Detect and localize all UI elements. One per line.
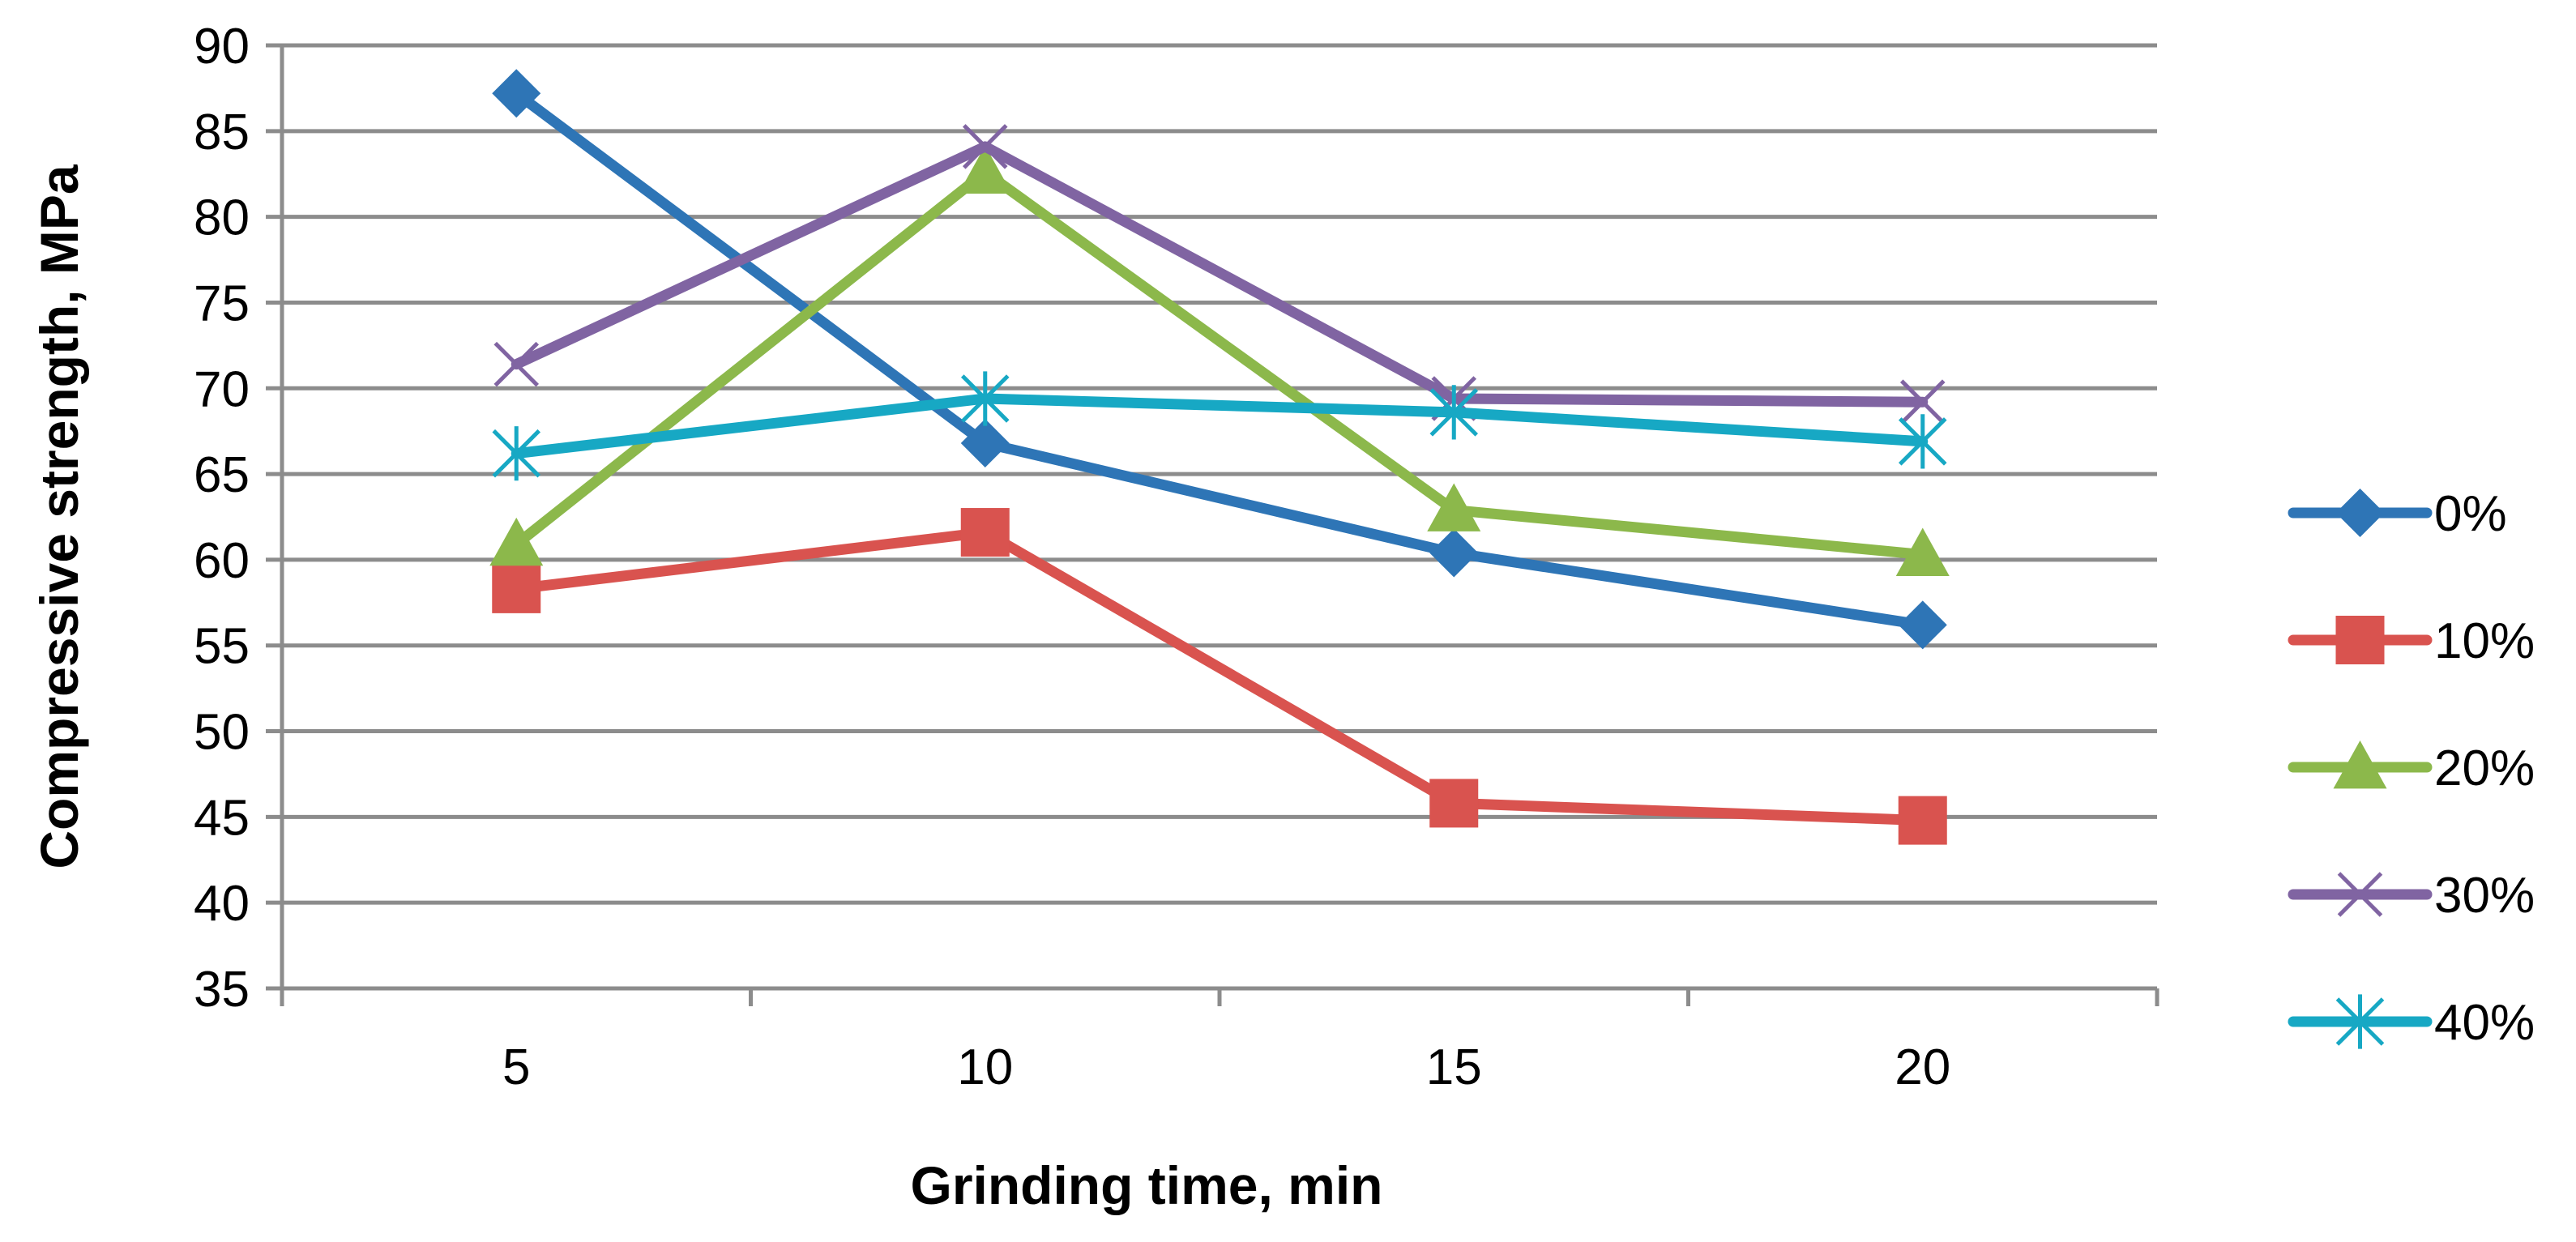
legend-marker (2335, 616, 2385, 664)
diamond-marker-shape (1898, 600, 1947, 650)
y-tick-label: 35 (194, 962, 250, 1018)
y-tick-label: 60 (194, 533, 250, 589)
y-tick-label: 55 (194, 619, 250, 675)
x-marker-stroke (2337, 872, 2383, 917)
data-point-40pct (1429, 385, 1479, 440)
legend-item-10pct: 10% (2288, 613, 2535, 669)
y-tick-label: 90 (194, 19, 250, 75)
legend-marker (2337, 872, 2383, 917)
diamond-marker-shape (492, 69, 541, 118)
data-point-20pct (1895, 527, 1950, 576)
series-20pct (489, 145, 1950, 576)
diamond-marker-shape (960, 418, 1010, 467)
data-point-30pct (493, 341, 540, 387)
triangle-marker-shape (489, 517, 544, 566)
legend-label: 10% (2434, 613, 2535, 669)
y-tick-label: 65 (194, 447, 250, 503)
series-line-30pct (511, 141, 1929, 408)
data-point-40pct (1898, 414, 1947, 469)
legend-marker (2335, 489, 2385, 537)
legend-marker (2335, 994, 2385, 1049)
y-axis-title: Compressive strength, MPa (29, 164, 89, 869)
x-tick-label: 10 (957, 1039, 1013, 1095)
legend-label: 0% (2434, 486, 2507, 542)
tick-labels: 35 40 45 50 55 60 65 70 75 80 85 90 5 10 15 20 (194, 19, 1950, 1095)
legend-label: 20% (2434, 741, 2535, 796)
legend-item-0pct: 0% (2288, 486, 2507, 542)
triangle-marker-shape (2333, 741, 2387, 789)
data-point-30pct (962, 124, 1008, 169)
legend-label: 40% (2434, 995, 2535, 1051)
data-point-10pct (492, 564, 541, 613)
x-tick-label: 5 (502, 1039, 530, 1095)
data-point-0pct (1898, 600, 1947, 650)
y-tick-label: 80 (194, 190, 250, 246)
axes (266, 43, 2159, 1006)
gridlines (282, 43, 2157, 905)
triangle-marker-shape (1427, 483, 1481, 531)
legend-item-40pct: 40% (2288, 994, 2535, 1051)
data-point-20pct (1427, 483, 1481, 531)
legend-label: 30% (2434, 868, 2535, 924)
y-tick-label: 70 (194, 361, 250, 417)
y-tick-label: 40 (194, 876, 250, 932)
legend: 0% 10% 20% 30% 40% (2288, 486, 2535, 1051)
legend-item-30pct: 30% (2288, 868, 2535, 924)
legend-item-20pct: 20% (2288, 741, 2535, 796)
data-point-20pct (489, 517, 544, 566)
triangle-marker-shape (1895, 527, 1950, 576)
x-marker-stroke (1899, 379, 1946, 425)
data-point-40pct (492, 426, 541, 481)
data-point-0pct (492, 69, 541, 118)
data-point-0pct (960, 418, 1010, 467)
data-point-0pct (1429, 528, 1479, 578)
legend-marker (2333, 741, 2387, 789)
x-marker-stroke (493, 341, 540, 387)
data-point-10pct (1429, 779, 1479, 828)
diamond-marker-shape (2335, 489, 2385, 537)
data-point-10pct (960, 508, 1010, 557)
y-tick-label: 45 (194, 790, 250, 846)
series-line-20pct (511, 167, 1929, 561)
series-line-10pct (511, 527, 1929, 826)
data-point-30pct (1899, 379, 1946, 425)
x-marker-stroke (962, 124, 1008, 169)
y-tick-label: 75 (194, 275, 250, 331)
series-30pct (493, 124, 1946, 425)
series-line-40pct (511, 393, 1929, 459)
data-point-10pct (1898, 796, 1947, 845)
square-marker-shape (492, 564, 541, 613)
series-line-0pct (511, 87, 1929, 630)
data-point-40pct (960, 371, 1010, 426)
x-tick-label: 15 (1426, 1039, 1482, 1095)
y-tick-label: 50 (194, 705, 250, 761)
square-marker-shape (2335, 616, 2385, 664)
series-group (489, 69, 1950, 845)
square-marker-shape (1898, 796, 1947, 845)
series-40pct (492, 371, 1947, 481)
y-tick-label: 85 (194, 105, 250, 160)
square-marker-shape (1429, 779, 1479, 828)
x-tick-label: 20 (1895, 1039, 1950, 1095)
diamond-marker-shape (1429, 528, 1479, 578)
series-10pct (492, 508, 1947, 845)
series-0pct (492, 69, 1947, 650)
x-axis-title: Grinding time, min (910, 1155, 1382, 1215)
triangle-marker-shape (958, 145, 1012, 194)
square-marker-shape (960, 508, 1010, 557)
data-point-20pct (958, 145, 1012, 194)
